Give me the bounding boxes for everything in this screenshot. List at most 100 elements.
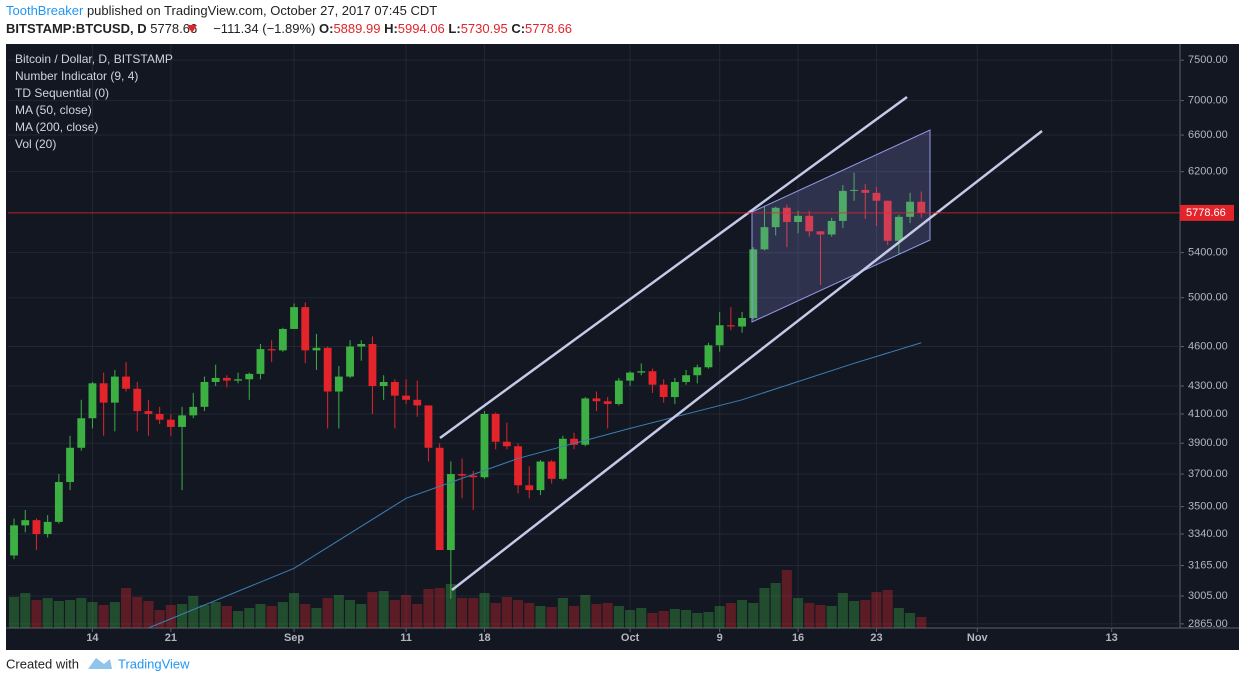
- y-tick-label: 5400.00: [1188, 247, 1228, 259]
- candle-body: [760, 227, 769, 250]
- volume-bar: [277, 602, 288, 628]
- volume-bar: [221, 606, 232, 628]
- y-tick-label: 3700.00: [1188, 468, 1228, 480]
- candle-body: [110, 376, 119, 403]
- candle-body: [211, 377, 220, 382]
- candle-body: [368, 343, 377, 387]
- candle-body: [726, 325, 735, 327]
- candle-body: [659, 384, 668, 398]
- change: −111.34 (−1.89%): [213, 21, 315, 36]
- candle-body: [704, 345, 713, 368]
- candle-body: [66, 447, 74, 483]
- down-arrow: [187, 25, 197, 33]
- x-tick-label: Oct: [621, 632, 640, 644]
- volume-bar: [737, 600, 748, 628]
- candle-body: [558, 438, 567, 479]
- candle-body: [290, 307, 298, 329]
- volume-bar: [546, 607, 557, 628]
- y-tick-label: 3165.00: [1188, 559, 1228, 571]
- candle-body: [805, 215, 814, 232]
- x-tick-label: 21: [165, 632, 177, 644]
- y-tick-label: 4100.00: [1188, 408, 1228, 420]
- candle-body: [536, 461, 545, 491]
- pattern-shape: [751, 129, 931, 323]
- volume-bar: [367, 592, 378, 628]
- candle-body: [144, 411, 153, 414]
- volume-bar: [177, 604, 188, 628]
- candle-body: [693, 367, 702, 376]
- y-tick-label: 7500.00: [1188, 54, 1228, 66]
- volume-bar: [602, 603, 613, 628]
- volume-bar: [871, 592, 882, 628]
- legend-item: Number Indicator (9, 4): [15, 69, 138, 83]
- candle-body: [637, 371, 646, 373]
- candle-body: [491, 413, 500, 442]
- volume-bar: [121, 588, 132, 628]
- candle-body: [906, 201, 914, 217]
- volume-bar: [255, 604, 266, 628]
- volume-bar: [905, 613, 916, 628]
- y-tick-label: 6600.00: [1188, 129, 1228, 141]
- volume-bar: [378, 591, 389, 628]
- low: 5730.95: [461, 21, 508, 36]
- volume-bar: [300, 604, 311, 628]
- volume-bar: [524, 603, 535, 628]
- candle-body: [738, 317, 746, 327]
- legend-item: TD Sequential (0): [15, 86, 109, 100]
- candle-body: [166, 419, 175, 427]
- candle-body: [469, 475, 478, 478]
- volume-bar: [815, 605, 826, 628]
- candle-body: [894, 216, 903, 241]
- candle-body: [502, 441, 511, 447]
- candle-body: [357, 343, 366, 347]
- legend: Bitcoin / Dollar, D, BITSTAMP Number Ind…: [15, 52, 173, 151]
- footer-brand[interactable]: TradingView: [118, 656, 190, 671]
- volume-bar: [468, 598, 479, 628]
- candle-body: [200, 381, 209, 407]
- author[interactable]: ToothBreaker: [6, 3, 84, 18]
- volume-bar: [613, 606, 624, 628]
- candle-body: [413, 399, 422, 406]
- candle-body: [715, 325, 724, 346]
- candle-body: [626, 372, 634, 381]
- candle-body: [133, 388, 142, 412]
- h-label: H:: [384, 21, 398, 36]
- volume-bar: [770, 583, 781, 628]
- symbol: BITSTAMP:BTCUSD, D: [6, 21, 147, 36]
- candle-body: [883, 200, 892, 241]
- volume-bar: [165, 605, 176, 628]
- legend-item: Vol (20): [15, 137, 56, 151]
- volume-bar: [625, 610, 636, 628]
- volume-bar: [356, 604, 367, 628]
- volume-bar: [826, 606, 837, 628]
- l-label: L:: [448, 21, 460, 36]
- candle-body: [614, 380, 623, 405]
- candle-body: [88, 383, 97, 419]
- volume-bar: [53, 601, 64, 628]
- volume-bar: [311, 608, 322, 628]
- volume-bar: [445, 584, 456, 628]
- volume-bar: [412, 604, 423, 628]
- x-tick-label: 18: [478, 632, 490, 644]
- candle-body: [458, 474, 466, 476]
- volume-bar: [423, 589, 434, 628]
- y-tick-label: 3900.00: [1188, 437, 1228, 449]
- volume-bar: [501, 597, 512, 628]
- candle-body: [446, 474, 455, 551]
- volume-bar: [591, 604, 602, 628]
- candle-body: [771, 207, 780, 228]
- close: 5778.66: [525, 21, 572, 36]
- candle-body: [222, 377, 231, 381]
- candle-body: [155, 413, 164, 420]
- volume-bar: [882, 590, 893, 628]
- y-tick-label: 3500.00: [1188, 501, 1228, 513]
- candle-body: [850, 189, 858, 191]
- open: 5889.99: [333, 21, 380, 36]
- candle-body: [514, 446, 522, 486]
- volume-bar: [199, 605, 210, 628]
- volume-bar: [557, 598, 568, 628]
- high: 5994.06: [398, 21, 445, 36]
- volume-bar: [87, 602, 98, 628]
- volume-bar: [143, 601, 154, 628]
